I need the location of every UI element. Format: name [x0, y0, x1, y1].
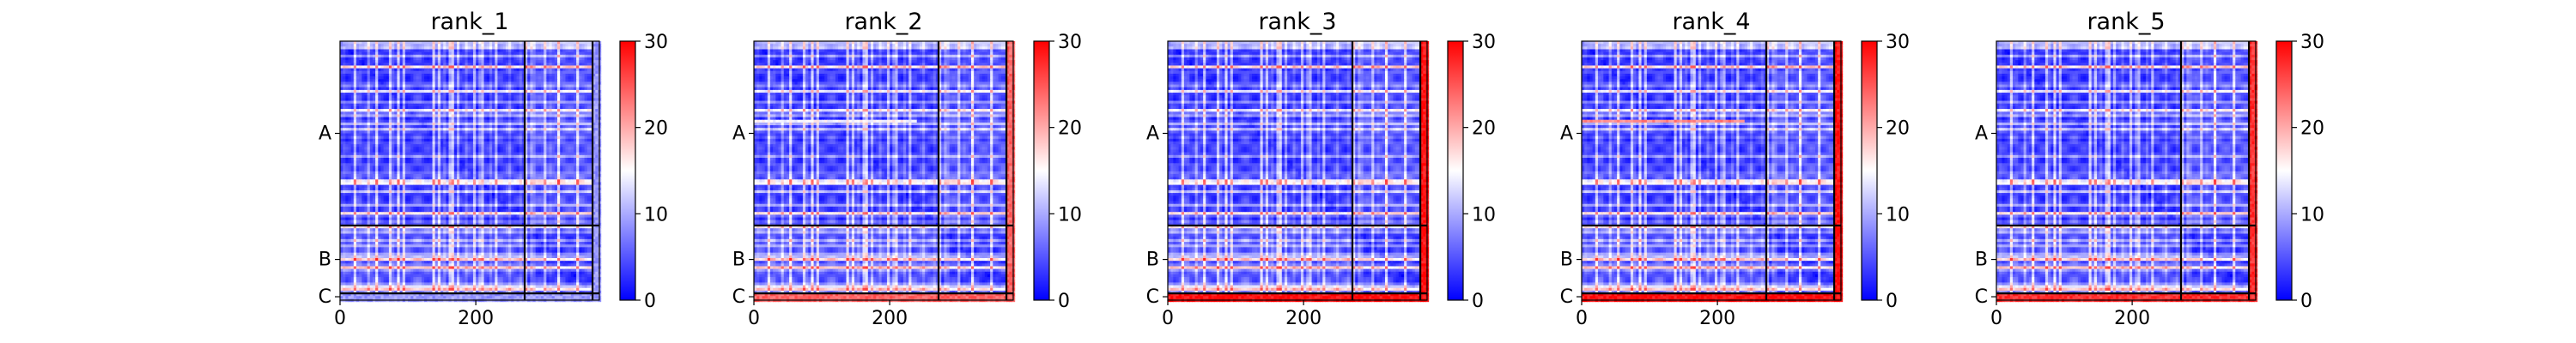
- pae-heatmap: [340, 41, 601, 302]
